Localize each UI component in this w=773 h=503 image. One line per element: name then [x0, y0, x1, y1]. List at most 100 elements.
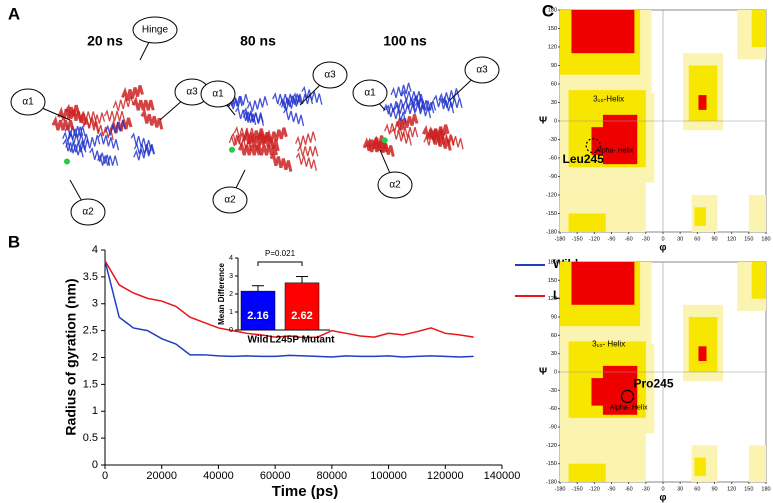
y-tick-label: 0 — [554, 118, 557, 124]
region — [688, 317, 718, 372]
y-tick-label: 1 — [92, 405, 98, 417]
x-axis-title: φ — [659, 243, 666, 254]
protein-ribbon — [133, 145, 155, 161]
protein-ribbon — [89, 147, 111, 166]
region — [698, 95, 707, 110]
y-tick-label: 90 — [551, 314, 557, 320]
y-tick-label: -120 — [546, 443, 557, 449]
bar — [240, 290, 276, 331]
region — [591, 127, 623, 155]
protein-ribbon — [297, 144, 319, 157]
callout-label: α2 — [389, 180, 401, 191]
protein-ribbon — [104, 120, 126, 136]
protein-ribbon — [140, 108, 164, 130]
y-tick-label: 3.5 — [83, 271, 98, 283]
y-tick-label: -120 — [546, 192, 557, 198]
y-tick-label: 0 — [554, 369, 557, 375]
protein-ribbon — [131, 95, 155, 111]
callout-bubble — [132, 16, 178, 44]
callout-label: α1 — [22, 97, 34, 108]
residue-marker — [620, 389, 635, 404]
protein-ribbon — [400, 89, 423, 102]
protein-ribbon — [75, 109, 97, 122]
x-tick-label: 0 — [661, 486, 664, 492]
residue-label: Pro245 — [634, 377, 674, 391]
annotation: 3₁₀- Helix — [592, 340, 625, 349]
protein-ribbon — [390, 82, 412, 99]
y-tick-label: -150 — [546, 461, 557, 467]
protein-ribbon — [256, 130, 280, 152]
x-tick-label: -180 — [554, 236, 565, 242]
callout-bubble — [377, 171, 413, 199]
callout-bubble — [312, 61, 348, 89]
y-tick-label: 180 — [548, 259, 557, 265]
x-tick-label: 120000 — [427, 470, 464, 482]
y-axis-title: Radius of gyration (nm) — [63, 278, 79, 435]
region — [748, 195, 766, 232]
x-tick-label: 30 — [677, 486, 683, 492]
x-tick-label: 100000 — [370, 470, 407, 482]
protein-marker — [229, 146, 235, 153]
annotation: 3₁₀-Helix — [593, 95, 624, 104]
callout-bubble — [10, 88, 46, 116]
region — [571, 10, 635, 54]
inset-y-tick-label: 0 — [229, 327, 233, 334]
inset-y-tick-label: 4 — [229, 255, 233, 262]
protein-ribbon — [362, 135, 386, 152]
x-tick-label: 150 — [744, 486, 753, 492]
panel-label: A — [8, 4, 20, 23]
y-tick-label: 3 — [92, 298, 98, 310]
y-tick-label: 60 — [551, 81, 557, 87]
callout-label: Hinge — [142, 25, 169, 36]
x-tick-label: 60000 — [260, 470, 291, 482]
significance-bracket — [257, 261, 303, 266]
callout-label: α1 — [212, 89, 224, 100]
protein-ribbon — [246, 96, 269, 112]
x-axis-title: Time (ps) — [272, 483, 338, 500]
protein-ribbon — [390, 126, 412, 146]
protein-ribbon — [242, 128, 266, 145]
y-tick-label: 60 — [551, 333, 557, 339]
region — [698, 346, 707, 361]
x-tick-label: -30 — [642, 236, 650, 242]
x-tick-label: 60 — [694, 486, 700, 492]
line-series — [104, 260, 474, 358]
protein-ribbon — [438, 88, 460, 104]
x-tick-label: 90 — [711, 236, 717, 242]
inset-x-tick-label: L245P Mutant — [270, 335, 335, 346]
protein-ribbon — [280, 95, 303, 111]
line-series — [104, 260, 474, 339]
region — [591, 378, 623, 406]
bar-value-label: 2.62 — [291, 310, 312, 322]
inset-x-tick-label: Wild — [247, 335, 268, 346]
callout-label: α3 — [476, 65, 488, 76]
protein-ribbon — [62, 126, 84, 142]
inset-y-tick-label: 2 — [229, 291, 233, 298]
x-tick-label: -120 — [589, 486, 600, 492]
callout-label: α3 — [186, 87, 198, 98]
y-tick-label: 0 — [92, 459, 98, 471]
bar — [284, 282, 320, 331]
y-tick-label: 1.5 — [83, 378, 98, 390]
y-tick-label: -30 — [549, 137, 557, 143]
annotation: Alpha- Helix — [595, 147, 633, 154]
residue-marker — [585, 138, 601, 154]
region — [751, 262, 766, 299]
protein-ribbon — [295, 131, 317, 147]
x-tick-label: 150 — [744, 236, 753, 242]
inset-y-tick-label: 3 — [229, 273, 233, 280]
y-tick-label: 150 — [548, 26, 557, 32]
callout-bubble — [352, 79, 388, 107]
protein-ribbon — [65, 140, 87, 153]
x-tick-label: 180 — [761, 486, 770, 492]
region — [688, 65, 718, 121]
protein-ribbon — [295, 151, 317, 171]
callout-bubble — [212, 186, 248, 214]
x-tick-label: 20000 — [146, 470, 177, 482]
x-tick-label: -90 — [608, 236, 616, 242]
y-tick-label: 30 — [551, 351, 557, 357]
x-axis-title: φ — [659, 493, 666, 503]
time-label: 80 ns — [240, 33, 276, 49]
x-tick-label: 120 — [727, 236, 736, 242]
region — [748, 445, 766, 482]
